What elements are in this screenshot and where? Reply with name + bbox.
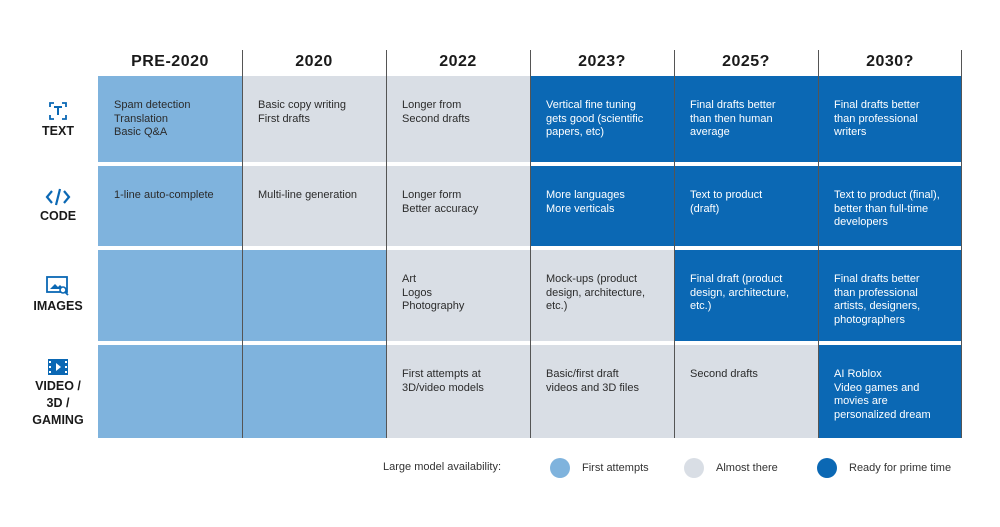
row-label: VIDEO / 3D / GAMING bbox=[32, 379, 84, 427]
grid-cell: Longer form Better accuracy bbox=[386, 166, 530, 250]
row-label: CODE bbox=[39, 209, 77, 223]
legend-swatch bbox=[550, 458, 570, 478]
column-divider bbox=[818, 50, 819, 438]
row-header-images: IMAGES bbox=[18, 276, 98, 315]
row-header-code: CODE bbox=[18, 188, 98, 225]
grid-cell: Longer from Second drafts bbox=[386, 76, 530, 166]
row-divider bbox=[98, 246, 964, 250]
image-icon bbox=[46, 276, 69, 296]
row-label: TEXT bbox=[42, 124, 74, 138]
code-icon bbox=[45, 188, 71, 206]
legend-title: Large model availability: bbox=[383, 461, 502, 473]
row-header-video: VIDEO / 3D / GAMING bbox=[18, 358, 98, 429]
legend-label: Almost there bbox=[716, 462, 778, 474]
column-header: 2030? bbox=[866, 53, 914, 70]
grid-cell: Multi-line generation bbox=[242, 166, 386, 250]
column-header: 2020 bbox=[295, 53, 333, 70]
legend-label: Ready for prime time bbox=[849, 462, 952, 474]
column-divider bbox=[674, 50, 675, 438]
grid-cell: Basic copy writing First drafts bbox=[242, 76, 386, 166]
grid-cell: Second drafts bbox=[674, 345, 818, 438]
grid-cell: Text to product (final), better than ful… bbox=[818, 166, 962, 250]
grid-cell: Vertical fine tuning gets good (scientif… bbox=[530, 76, 674, 166]
grid-cell bbox=[98, 250, 242, 345]
column-divider bbox=[530, 50, 531, 438]
row-divider bbox=[98, 341, 964, 345]
column-header: PRE-2020 bbox=[131, 53, 209, 70]
text-icon bbox=[49, 102, 67, 120]
legend-item-first-attempts: First attempts bbox=[550, 458, 649, 478]
column-header: 2022 bbox=[439, 53, 477, 70]
grid-cell: AI Roblox Video games and movies are per… bbox=[818, 345, 962, 438]
legend-swatch bbox=[684, 458, 704, 478]
grid-cell: Final draft (product design, architectur… bbox=[674, 250, 818, 345]
legend-label: First attempts bbox=[582, 462, 649, 474]
grid-cell: Mock-ups (product design, architecture, … bbox=[530, 250, 674, 345]
grid-cell: Final drafts better than professional wr… bbox=[818, 76, 962, 166]
grid-cell bbox=[242, 345, 386, 438]
column-header: 2025? bbox=[722, 53, 770, 70]
grid-cell: Final drafts better than then human aver… bbox=[674, 76, 818, 166]
video-icon bbox=[48, 359, 68, 375]
column-divider bbox=[386, 50, 387, 438]
grid-cell bbox=[98, 345, 242, 438]
grid-cell bbox=[242, 250, 386, 345]
legend-item-almost-there: Almost there bbox=[684, 458, 778, 478]
legend-swatch bbox=[817, 458, 837, 478]
row-divider bbox=[98, 162, 964, 166]
grid-cell: Final drafts better than professional ar… bbox=[818, 250, 962, 345]
row-header-text: TEXT bbox=[18, 101, 98, 140]
column-divider bbox=[961, 50, 962, 438]
row-label: IMAGES bbox=[33, 299, 83, 313]
column-header: 2023? bbox=[578, 53, 626, 70]
grid-cell: 1-line auto-complete bbox=[98, 166, 242, 250]
grid-cell: Text to product (draft) bbox=[674, 166, 818, 250]
grid-cell: Spam detection Translation Basic Q&A bbox=[98, 76, 242, 166]
grid-cell: Basic/first draft videos and 3D files bbox=[530, 345, 674, 438]
timeline-grid: PRE-2020 2020 2022 2023? 2025? 2030? Spa… bbox=[98, 48, 964, 438]
grid-cell: Art Logos Photography bbox=[386, 250, 530, 345]
grid-cell: First attempts at 3D/video models bbox=[386, 345, 530, 438]
legend-item-prime-time: Ready for prime time bbox=[817, 458, 951, 478]
column-divider bbox=[242, 50, 243, 438]
grid-cell: More languages More verticals bbox=[530, 166, 674, 250]
